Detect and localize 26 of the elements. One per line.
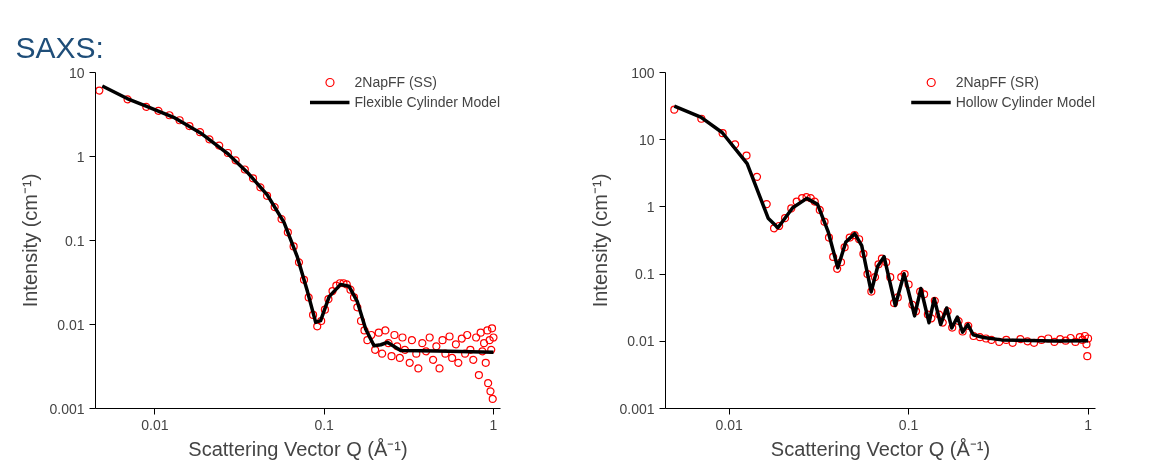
legend-label: Hollow Cylinder Model [955,94,1095,110]
x-axis-title: Scattering Vector Q (Å⁻¹) [188,437,408,460]
x-tick-label: 0.1 [898,416,919,433]
y-tick-label: 0.01 [627,333,655,350]
y-tick-label: 1 [76,148,85,165]
x-tick-label: 0.01 [141,416,169,433]
x-tick-label: 0.1 [314,416,335,433]
legend-label: 2NapFF (SS) [354,74,437,90]
x-tick-label: 1 [489,416,498,433]
y-axis-title: Intensity (cm⁻¹) [589,173,612,308]
y-tick-label: 100 [631,64,655,81]
y-tick-label: 0.1 [635,266,655,283]
chart-title: SAXS: [15,30,104,64]
y-tick-label: 10 [68,64,85,81]
legend-label: 2NapFF (SR) [955,74,1039,90]
y-tick-label: 0.1 [65,232,85,249]
x-axis-title: Scattering Vector Q (Å⁻¹) [770,437,991,460]
y-tick-label: 0.001 [49,400,85,417]
y-tick-label: 1 [646,198,655,215]
y-tick-label: 10 [638,131,655,148]
legend-label: Flexible Cylinder Model [354,94,500,110]
y-axis-title: Intensity (cm⁻¹) [19,173,42,308]
y-tick-label: 0.001 [619,400,655,417]
x-tick-label: 1 [1084,416,1093,433]
y-tick-label: 0.01 [57,316,85,333]
x-tick-label: 0.01 [715,416,743,433]
